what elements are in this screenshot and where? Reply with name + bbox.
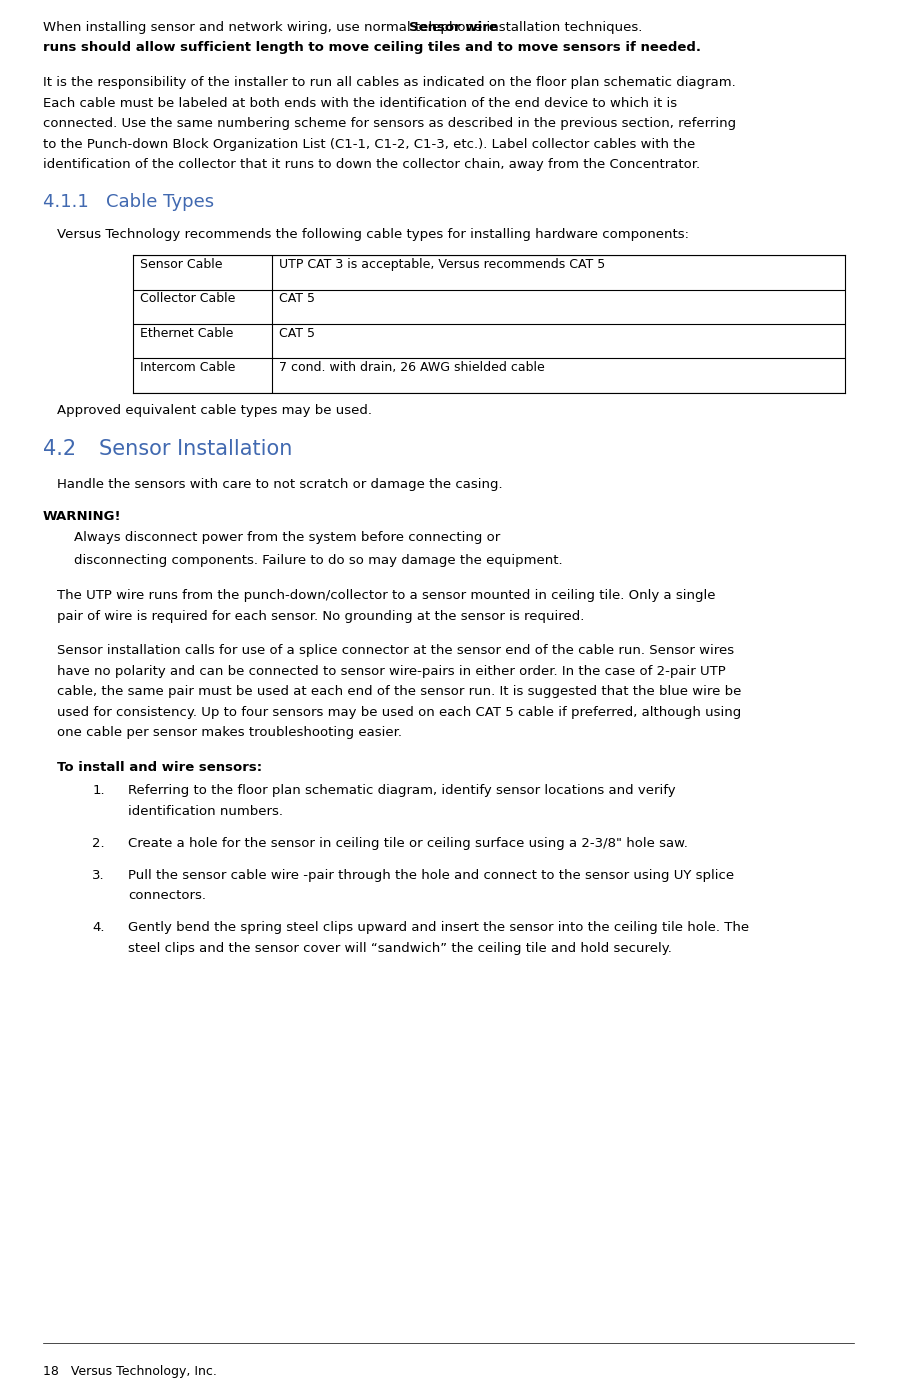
Text: runs should allow sufficient length to move ceiling tiles and to move sensors if: runs should allow sufficient length to m… <box>43 42 701 54</box>
Text: 4.1.1   Cable Types: 4.1.1 Cable Types <box>43 193 214 211</box>
Text: To install and wire sensors:: To install and wire sensors: <box>57 761 262 773</box>
Text: 7 cond. with drain, 26 AWG shielded cable: 7 cond. with drain, 26 AWG shielded cabl… <box>279 362 544 374</box>
Text: connectors.: connectors. <box>128 889 206 902</box>
Text: Handle the sensors with care to not scratch or damage the casing.: Handle the sensors with care to not scra… <box>57 479 502 491</box>
Text: Create a hole for the sensor in ceiling tile or ceiling surface using a 2-3/8" h: Create a hole for the sensor in ceiling … <box>128 836 688 850</box>
Text: 2.: 2. <box>92 836 105 850</box>
Text: WARNING!: WARNING! <box>43 510 122 524</box>
Text: Intercom Cable: Intercom Cable <box>140 362 235 374</box>
Text: Ethernet Cable: Ethernet Cable <box>140 327 233 339</box>
Text: 4.: 4. <box>92 921 105 934</box>
Text: 4.2: 4.2 <box>43 438 76 459</box>
Text: used for consistency. Up to four sensors may be used on each CAT 5 cable if pref: used for consistency. Up to four sensors… <box>57 706 741 719</box>
Text: CAT 5: CAT 5 <box>279 327 315 339</box>
Text: Referring to the floor plan schematic diagram, identify sensor locations and ver: Referring to the floor plan schematic di… <box>128 785 676 797</box>
Text: 18   Versus Technology, Inc.: 18 Versus Technology, Inc. <box>43 1365 217 1378</box>
Text: identification numbers.: identification numbers. <box>128 805 283 818</box>
Text: Sensor Cable: Sensor Cable <box>140 258 222 271</box>
Text: CAT 5: CAT 5 <box>279 292 315 306</box>
Text: pair of wire is required for each sensor. No grounding at the sensor is required: pair of wire is required for each sensor… <box>57 610 584 623</box>
Text: UTP CAT 3 is acceptable, Versus recommends CAT 5: UTP CAT 3 is acceptable, Versus recommen… <box>279 258 605 271</box>
Text: Sensor Installation: Sensor Installation <box>99 438 292 459</box>
Text: Approved equivalent cable types may be used.: Approved equivalent cable types may be u… <box>57 403 371 417</box>
Text: Each cable must be labeled at both ends with the identification of the end devic: Each cable must be labeled at both ends … <box>43 96 677 110</box>
Text: Sensor installation calls for use of a splice connector at the sensor end of the: Sensor installation calls for use of a s… <box>57 645 734 658</box>
Text: disconnecting components. Failure to do so may damage the equipment.: disconnecting components. Failure to do … <box>74 554 563 567</box>
Text: It is the responsibility of the installer to run all cables as indicated on the : It is the responsibility of the installe… <box>43 77 736 89</box>
Text: Pull the sensor cable wire -pair through the hole and connect to the sensor usin: Pull the sensor cable wire -pair through… <box>128 868 735 882</box>
Text: cable, the same pair must be used at each end of the sensor run. It is suggested: cable, the same pair must be used at eac… <box>57 685 741 698</box>
Text: connected. Use the same numbering scheme for sensors as described in the previou: connected. Use the same numbering scheme… <box>43 117 736 130</box>
Text: Gently bend the spring steel clips upward and insert the sensor into the ceiling: Gently bend the spring steel clips upwar… <box>128 921 749 934</box>
Text: Versus Technology recommends the following cable types for installing hardware c: Versus Technology recommends the followi… <box>57 228 689 240</box>
Text: 1.: 1. <box>92 785 105 797</box>
Text: steel clips and the sensor cover will “sandwich” the ceiling tile and hold secur: steel clips and the sensor cover will “s… <box>128 941 672 955</box>
Text: have no polarity and can be connected to sensor wire-pairs in either order. In t: have no polarity and can be connected to… <box>57 664 726 678</box>
Text: When installing sensor and network wiring, use normal telephone installation tec: When installing sensor and network wirin… <box>43 21 647 34</box>
Text: 3.: 3. <box>92 868 105 882</box>
Text: to the Punch-down Block Organization List (C1-1, C1-2, C1-3, etc.). Label collec: to the Punch-down Block Organization Lis… <box>43 138 695 151</box>
Text: Always disconnect power from the system before connecting or: Always disconnect power from the system … <box>74 530 501 543</box>
Text: Collector Cable: Collector Cable <box>140 292 235 306</box>
Text: Sensor wire: Sensor wire <box>409 21 498 34</box>
Text: identification of the collector that it runs to down the collector chain, away f: identification of the collector that it … <box>43 158 701 170</box>
Text: one cable per sensor makes troubleshooting easier.: one cable per sensor makes troubleshooti… <box>57 726 402 738</box>
Text: The UTP wire runs from the punch-down/collector to a sensor mounted in ceiling t: The UTP wire runs from the punch-down/co… <box>57 589 715 602</box>
